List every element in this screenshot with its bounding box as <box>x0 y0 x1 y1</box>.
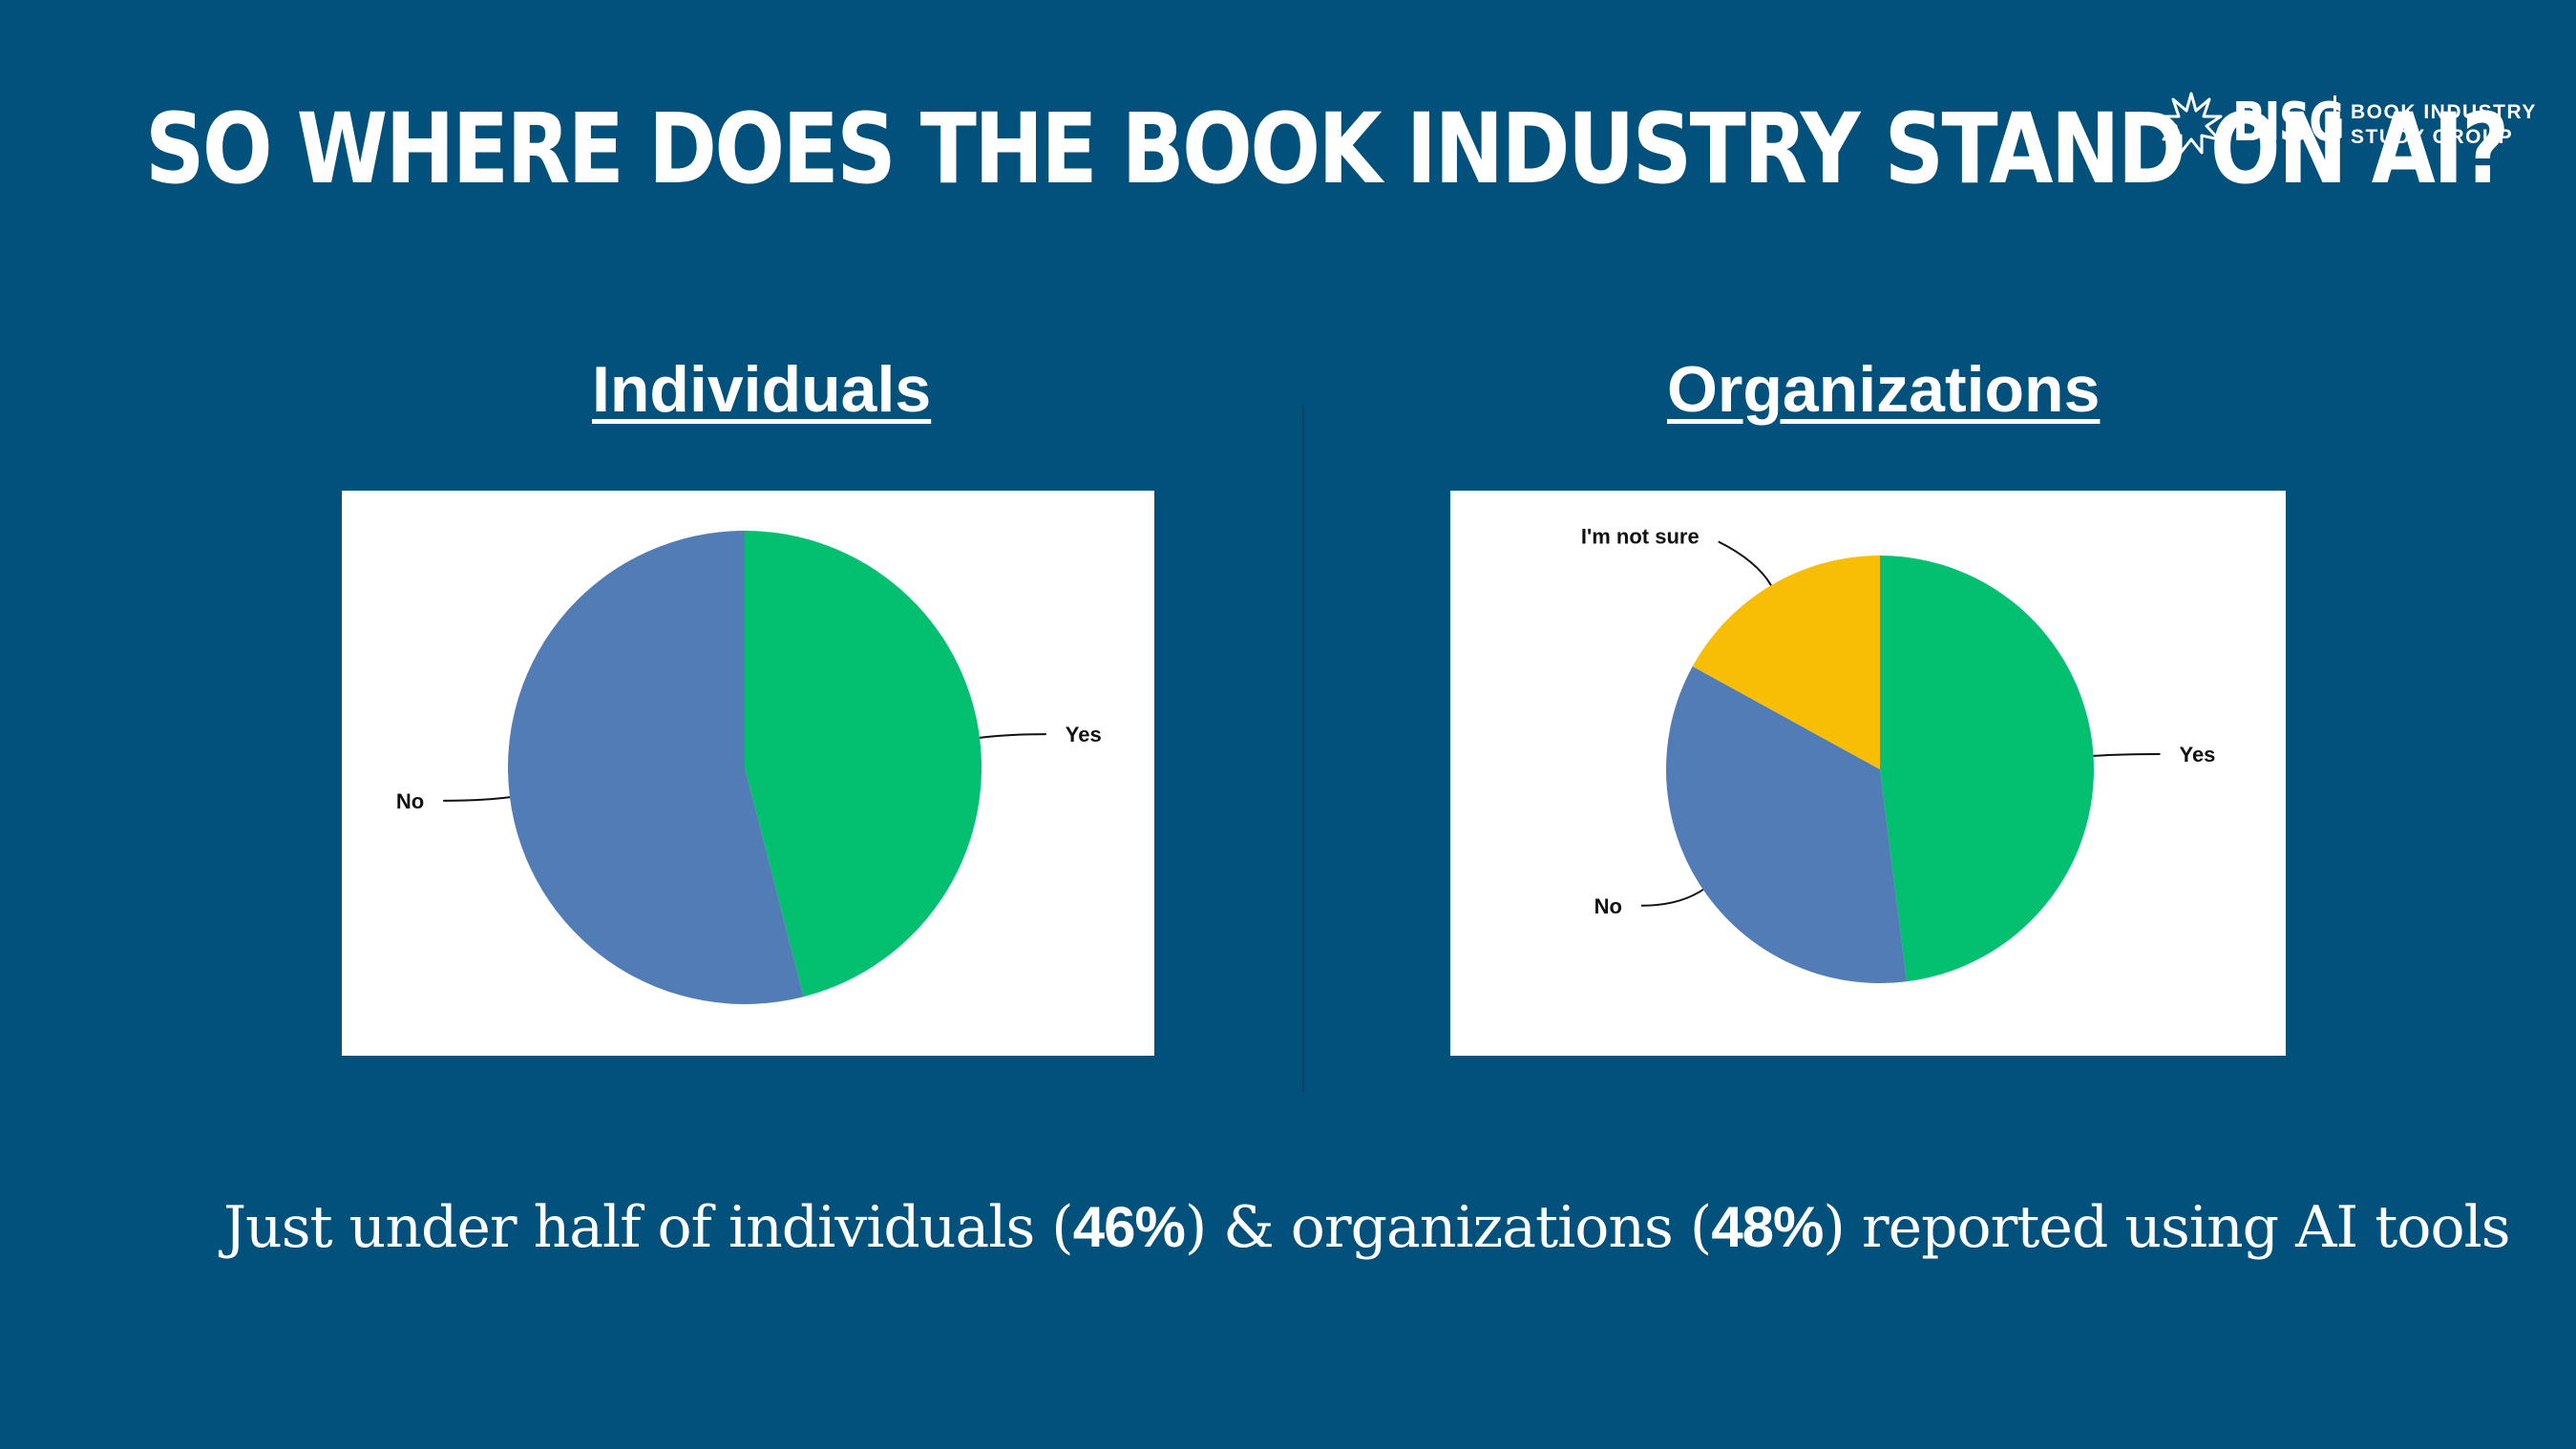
individuals-slice-no <box>508 531 804 1004</box>
slide-title: SO WHERE DOES THE BOOK INDUSTRY STAND ON… <box>145 93 2509 206</box>
individuals-leader-no <box>443 796 511 802</box>
individuals-label-yes: Yes <box>1066 723 1102 746</box>
caption-organizations-percent: 48% <box>1711 1195 1824 1259</box>
organizations-label-i-m-not-sure: I'm not sure <box>1581 524 1700 548</box>
individuals-chart-panel: Yes No <box>342 491 1154 1056</box>
individuals-pie-chart: Yes No <box>396 531 1102 1004</box>
column-divider <box>1302 405 1304 1092</box>
caption-text-3: ) reported using AI tools <box>1823 1194 2510 1261</box>
organizations-leader-yes <box>2093 753 2161 757</box>
individuals-slice-yes <box>745 531 982 998</box>
logo-line-2: STUDY GROUP <box>2351 126 2514 148</box>
organizations-label-no: No <box>1594 894 1622 918</box>
starburst-icon <box>2160 92 2223 155</box>
organizations-leader-no <box>1640 889 1704 907</box>
summary-caption: Just under half of individuals (46%) & o… <box>223 1187 2511 1268</box>
organizations-label-yes: Yes <box>2179 743 2215 766</box>
organizations-leader-i-m-not-sure <box>1718 540 1772 586</box>
organizations-heading: Organizations <box>1667 353 2101 426</box>
logo-divider <box>2333 95 2336 151</box>
logo-line-1: BOOK INDUSTRY <box>2351 101 2537 123</box>
organizations-slice-i-m-not-sure <box>1692 556 1880 769</box>
logo-mark: BISG <box>2232 92 2345 154</box>
individuals-heading: Individuals <box>592 353 932 426</box>
individuals-leader-yes <box>979 733 1046 739</box>
individuals-label-no: No <box>396 789 424 813</box>
organizations-chart-panel: Yes No I'm not sure <box>1450 491 2286 1056</box>
organizations-slice-no <box>1666 666 1908 983</box>
bisg-logo: BISG BOOK INDUSTRY STUDY GROUP <box>2160 88 2542 158</box>
caption-individuals-percent: 46% <box>1072 1195 1186 1259</box>
caption-text-2: ) & organizations ( <box>1184 1194 1712 1261</box>
caption-text-1: Just under half of individuals ( <box>223 1194 1074 1261</box>
organizations-pie-chart: Yes No I'm not sure <box>1581 524 2215 983</box>
organizations-slice-yes <box>1880 556 2095 982</box>
